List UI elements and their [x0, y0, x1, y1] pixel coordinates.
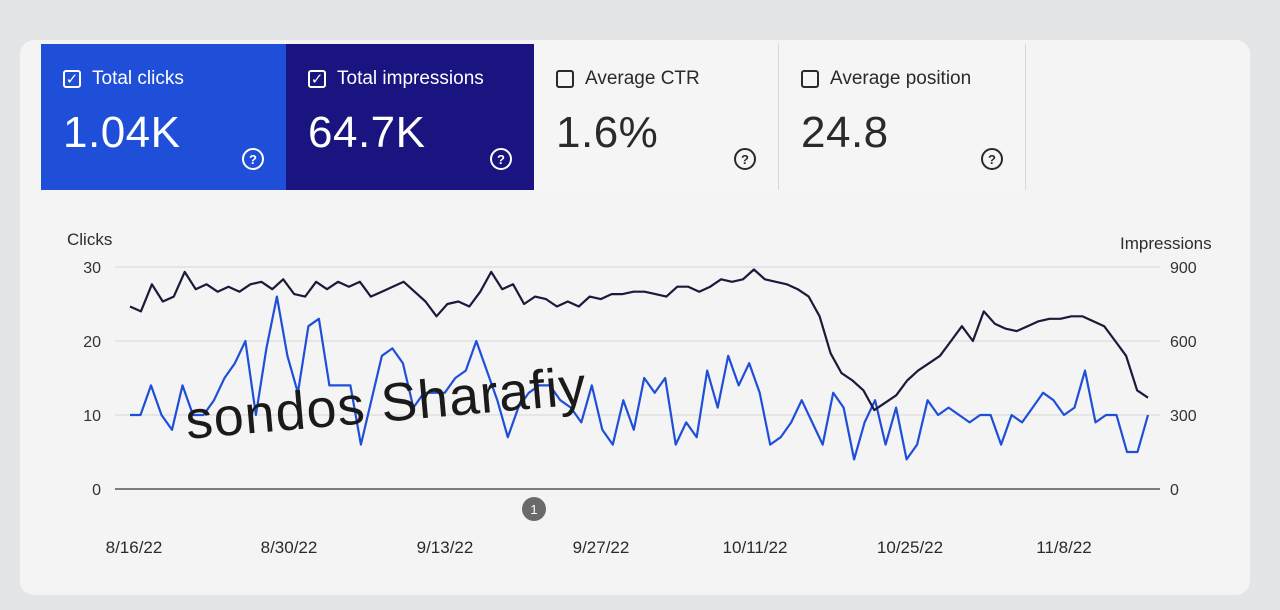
left-axis-tick-label: 10 — [83, 408, 101, 425]
card-label: Average position — [830, 68, 972, 89]
left-axis-tick-label: 30 — [83, 260, 101, 277]
annotation-circle[interactable] — [522, 497, 546, 521]
total-clicks-card[interactable]: ✓ Total clicks 1.04K ? — [41, 44, 286, 190]
right-axis-tick-label: 0 — [1170, 482, 1179, 499]
card-value: 24.8 — [801, 108, 889, 157]
x-axis-tick-label: 11/8/22 — [1036, 538, 1091, 557]
card-value: 1.6% — [556, 108, 659, 157]
annotation-marker[interactable]: 1 — [522, 497, 546, 521]
checkbox-checked-icon[interactable]: ✓ — [308, 70, 326, 88]
left-axis-title: Clicks — [67, 230, 112, 249]
right-axis-tick-label: 900 — [1170, 260, 1197, 277]
card-value: 1.04K — [63, 108, 181, 157]
right-axis-tick-label: 300 — [1170, 408, 1197, 425]
card-label: Average CTR — [585, 68, 700, 89]
card-value: 64.7K — [308, 108, 426, 157]
average-position-card[interactable]: Average position 24.8 ? — [779, 44, 1026, 190]
help-circle-icon[interactable]: ? — [242, 148, 264, 170]
card-label: Total clicks — [92, 68, 184, 89]
card-label: Total impressions — [337, 68, 484, 89]
series-line-impressions[interactable] — [129, 268, 1149, 412]
x-axis-tick-label: 10/11/22 — [723, 538, 788, 557]
right-axis-title: Impressions — [1120, 234, 1212, 253]
series-line-clicks[interactable] — [130, 295, 1150, 461]
checkbox-checked-icon[interactable]: ✓ — [63, 70, 81, 88]
x-axis-tick-label: 8/16/22 — [106, 538, 163, 557]
x-axis-tick-label: 9/13/22 — [417, 538, 474, 557]
total-impressions-card[interactable]: ✓ Total impressions 64.7K ? — [286, 44, 534, 190]
x-axis-tick-label: 8/30/22 — [261, 538, 318, 557]
average-ctr-card[interactable]: Average CTR 1.6% ? — [534, 44, 779, 190]
annotation-label: 1 — [530, 502, 537, 517]
checkbox-unchecked-icon[interactable] — [556, 70, 574, 88]
help-circle-icon[interactable]: ? — [734, 148, 756, 170]
checkbox-unchecked-icon[interactable] — [801, 70, 819, 88]
x-axis-tick-label: 10/25/22 — [877, 538, 943, 557]
left-axis-tick-label: 0 — [92, 482, 101, 499]
help-circle-icon[interactable]: ? — [490, 148, 512, 170]
left-axis-tick-label: 20 — [83, 334, 101, 351]
help-circle-icon[interactable]: ? — [981, 148, 1003, 170]
right-axis-tick-label: 600 — [1170, 334, 1197, 351]
x-axis-tick-label: 9/27/22 — [573, 538, 630, 557]
